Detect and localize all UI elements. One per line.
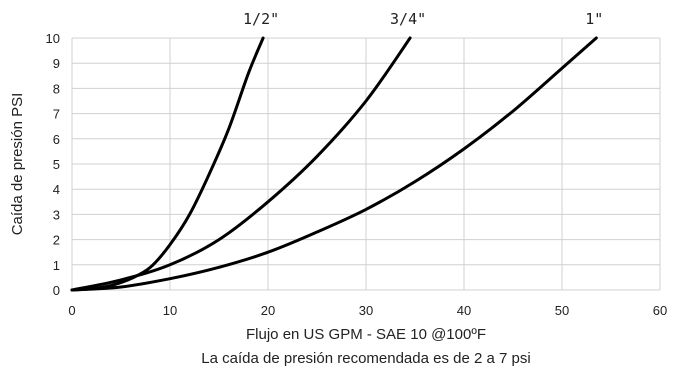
y-tick-label: 10 bbox=[46, 31, 60, 46]
series-line bbox=[70, 36, 412, 292]
y-tick-label: 7 bbox=[53, 107, 60, 122]
y-tick-label: 6 bbox=[53, 132, 60, 147]
y-tick-label: 5 bbox=[53, 157, 60, 172]
chart-subtitle: La caída de presión recomendada es de 2 … bbox=[201, 350, 530, 367]
series-label: 3/4" bbox=[390, 10, 426, 28]
y-axis-title: Caída de presión PSI bbox=[9, 93, 26, 236]
x-tick-label: 0 bbox=[68, 303, 75, 318]
y-tick-label: 0 bbox=[53, 283, 60, 298]
grid bbox=[71, 37, 661, 291]
y-tick-label: 4 bbox=[53, 182, 60, 197]
y-tick-label: 3 bbox=[53, 207, 60, 222]
y-tick-label: 9 bbox=[53, 56, 60, 71]
series-label: 1" bbox=[585, 10, 603, 28]
x-tick-label: 40 bbox=[457, 303, 471, 318]
labels: 0 1 2 3 4 5 6 7 8 9 10 0 10 20 30 40 50 60 1/2" 3/4" 1" bbox=[46, 10, 668, 318]
series-line bbox=[70, 36, 265, 292]
y-tick-label: 2 bbox=[53, 233, 60, 248]
series-label: 1/2" bbox=[243, 10, 279, 28]
x-tick-label: 60 bbox=[653, 303, 667, 318]
x-tick-label: 10 bbox=[163, 303, 177, 318]
y-tick-label: 1 bbox=[53, 258, 60, 273]
series-lines bbox=[70, 36, 598, 292]
x-tick-label: 30 bbox=[359, 303, 373, 318]
series-line bbox=[70, 36, 598, 292]
x-tick-label: 20 bbox=[261, 303, 275, 318]
x-axis-title: Flujo en US GPM - SAE 10 @100ºF bbox=[246, 326, 486, 343]
x-tick-label: 50 bbox=[555, 303, 569, 318]
y-tick-label: 8 bbox=[53, 81, 60, 96]
